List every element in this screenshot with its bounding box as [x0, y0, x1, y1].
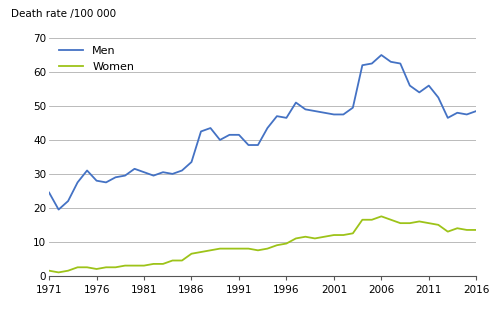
Women	[46, 269, 52, 273]
Women	[379, 215, 384, 218]
Men	[312, 109, 318, 113]
Men	[265, 126, 271, 130]
Women	[65, 269, 71, 273]
Men	[473, 109, 479, 113]
Men	[397, 61, 403, 65]
Line: Men: Men	[49, 55, 476, 210]
Women	[312, 236, 318, 240]
Women	[369, 218, 375, 222]
Men	[379, 53, 384, 57]
Men	[445, 116, 451, 120]
Women	[407, 221, 413, 225]
Men	[169, 172, 175, 176]
Women	[265, 247, 271, 250]
Women	[416, 220, 422, 223]
Women	[217, 247, 223, 250]
Men	[322, 111, 327, 115]
Women	[75, 265, 81, 269]
Men	[151, 174, 157, 178]
Women	[55, 270, 61, 274]
Men	[359, 63, 365, 67]
Women	[141, 264, 147, 268]
Men	[179, 169, 185, 172]
Women	[122, 264, 128, 268]
Men	[75, 180, 81, 184]
Men	[274, 114, 280, 118]
Men	[160, 170, 166, 174]
Women	[397, 221, 403, 225]
Men	[388, 60, 394, 64]
Men	[302, 107, 308, 111]
Women	[103, 265, 109, 269]
Text: Death rate /100 000: Death rate /100 000	[11, 9, 116, 19]
Women	[160, 262, 166, 266]
Women	[302, 235, 308, 239]
Men	[141, 170, 147, 174]
Legend: Men, Women: Men, Women	[59, 46, 134, 72]
Women	[236, 247, 242, 250]
Women	[331, 233, 337, 237]
Women	[445, 230, 451, 234]
Women	[179, 259, 185, 262]
Women	[189, 252, 194, 256]
Women	[226, 247, 232, 250]
Women	[454, 226, 460, 230]
Women	[322, 235, 327, 239]
Men	[112, 175, 118, 179]
Women	[112, 265, 118, 269]
Men	[293, 101, 299, 105]
Line: Women: Women	[49, 217, 476, 272]
Men	[331, 113, 337, 116]
Men	[454, 111, 460, 115]
Men	[122, 174, 128, 178]
Women	[132, 264, 137, 268]
Men	[65, 199, 71, 203]
Men	[217, 138, 223, 142]
Men	[246, 143, 251, 147]
Men	[55, 208, 61, 211]
Women	[388, 218, 394, 222]
Men	[350, 106, 356, 110]
Women	[359, 218, 365, 222]
Women	[246, 247, 251, 250]
Women	[151, 262, 157, 266]
Men	[198, 130, 204, 133]
Women	[274, 243, 280, 247]
Women	[436, 223, 441, 227]
Women	[283, 242, 289, 245]
Men	[340, 113, 346, 116]
Women	[350, 231, 356, 235]
Men	[255, 143, 261, 147]
Men	[189, 160, 194, 164]
Women	[340, 233, 346, 237]
Men	[84, 169, 90, 172]
Women	[208, 249, 214, 252]
Men	[226, 133, 232, 137]
Women	[464, 228, 470, 232]
Men	[369, 61, 375, 65]
Women	[198, 250, 204, 254]
Women	[169, 259, 175, 262]
Men	[407, 84, 413, 87]
Men	[464, 113, 470, 116]
Men	[436, 96, 441, 100]
Men	[132, 167, 137, 171]
Men	[236, 133, 242, 137]
Men	[416, 90, 422, 94]
Men	[46, 191, 52, 195]
Women	[84, 265, 90, 269]
Men	[103, 180, 109, 184]
Women	[94, 267, 100, 271]
Men	[426, 84, 432, 87]
Men	[94, 179, 100, 183]
Women	[255, 249, 261, 252]
Women	[473, 228, 479, 232]
Men	[283, 116, 289, 120]
Men	[208, 126, 214, 130]
Women	[426, 221, 432, 225]
Women	[293, 236, 299, 240]
